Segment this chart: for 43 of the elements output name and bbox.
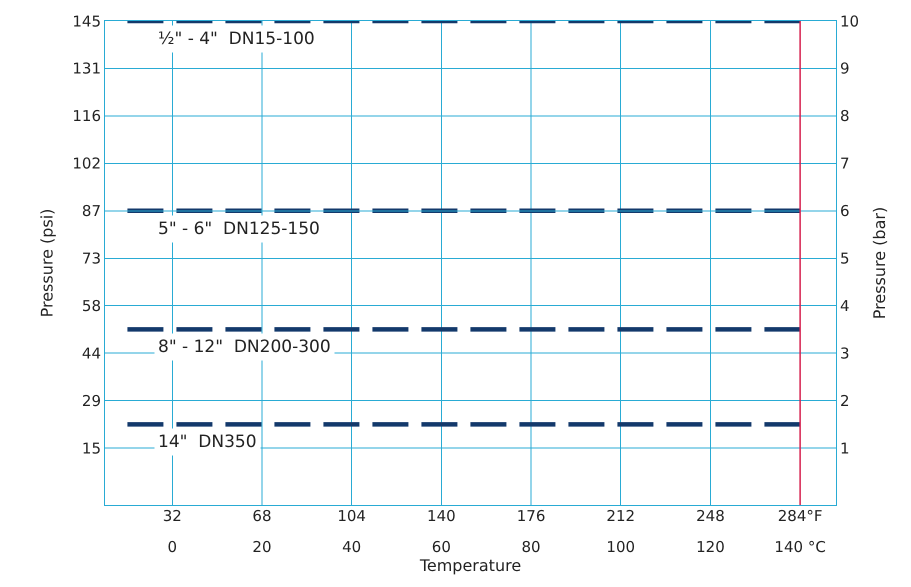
y2-tick-label: 3 [840,344,850,362]
x2-tick-label: 104 [337,507,366,525]
y-tick-label: 73 [82,250,101,268]
x-tick-label: 100 [606,538,636,556]
x2-tick-label: 212 [606,507,636,525]
y-tick-label: 58 [82,296,101,315]
x2-tick-label: 140 [427,507,456,525]
x-tick-label: 20 [252,538,272,556]
x2-tick-label: 176 [516,507,546,525]
series-label: 5" - 6" DN125-150 [158,219,320,239]
x-tick-label: 0 [167,538,178,556]
y-tick-label: 44 [82,344,101,362]
y-tick-label: 145 [72,12,101,30]
x-tick-label: 140 °C [774,538,826,556]
x-tick-label: 40 [342,538,362,556]
x-tick-label: 120 [696,538,725,556]
series-label: 8" - 12" DN200-300 [158,337,331,357]
series-label: 14" DN350 [158,432,257,452]
y2-tick-label: 4 [840,296,850,315]
y-tick-label: 131 [72,60,101,78]
y2-axis-title: Pressure (bar) [870,206,889,320]
y2-tick-label: 10 [840,12,860,30]
x-tick-label: 80 [521,538,541,556]
x2-tick-label: 284°F [778,507,823,525]
y2-tick-label: 7 [840,154,850,173]
y-tick-label: 15 [82,439,101,458]
x2-tick-label: 248 [696,507,725,525]
x2-tick-label: 68 [252,507,272,525]
y2-tick-label: 1 [840,439,850,458]
y-tick-label: 87 [82,202,101,220]
y2-tick-label: 9 [840,60,850,78]
y2-tick-label: 5 [840,250,850,268]
y2-tick-label: 8 [840,107,850,126]
x-axis-title: Temperature [418,556,522,575]
y2-tick-label: 2 [840,392,850,410]
x-tick-label: 60 [432,538,451,556]
y-tick-label: 29 [82,392,101,410]
y2-tick-label: 6 [840,202,850,220]
series-label: ½" - 4" DN15-100 [158,29,315,49]
y-axis-title: Pressure (psi) [37,208,56,318]
y-tick-label: 102 [72,154,101,173]
x2-tick-label: 32 [162,507,182,525]
y-tick-label: 116 [72,107,101,126]
